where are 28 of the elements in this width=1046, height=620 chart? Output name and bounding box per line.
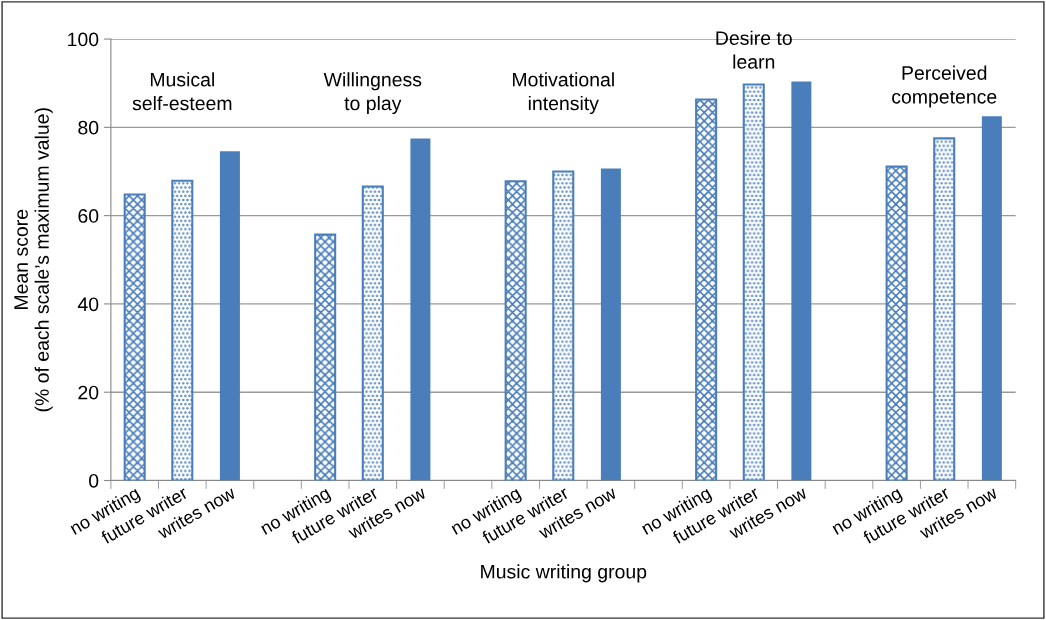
y-tick-label: 20 [78, 385, 99, 400]
annotation: Desire to learn [716, 30, 792, 69]
annotation: Musical self-esteem [132, 72, 232, 111]
annotation: Perceived competence [892, 65, 997, 108]
bar [123, 193, 146, 481]
y-tick-label: 40 [77, 297, 99, 312]
bar [885, 165, 908, 481]
bar [791, 81, 812, 481]
bar [600, 168, 621, 481]
bar [504, 180, 527, 481]
bar [552, 170, 575, 481]
bar [314, 233, 337, 481]
bar [933, 137, 956, 481]
bar [981, 116, 1002, 481]
bar [410, 138, 431, 481]
annotation: Motivational intensity [512, 72, 614, 115]
bar [219, 151, 240, 481]
y-tick-label: 80 [78, 120, 99, 135]
bar [695, 98, 718, 481]
y-tick-label: 100 [68, 32, 99, 47]
x-axis-title: Music writing group [481, 564, 647, 583]
bar [742, 83, 765, 481]
y-tick-label: 60 [78, 209, 99, 223]
bar [171, 179, 194, 481]
bar [361, 185, 384, 481]
y-axis-title: Mean score (% of each scale’s maximum value) [14, 108, 53, 412]
annotation: Willingness to play [323, 72, 422, 115]
y-tick-label: 0 [89, 473, 99, 488]
